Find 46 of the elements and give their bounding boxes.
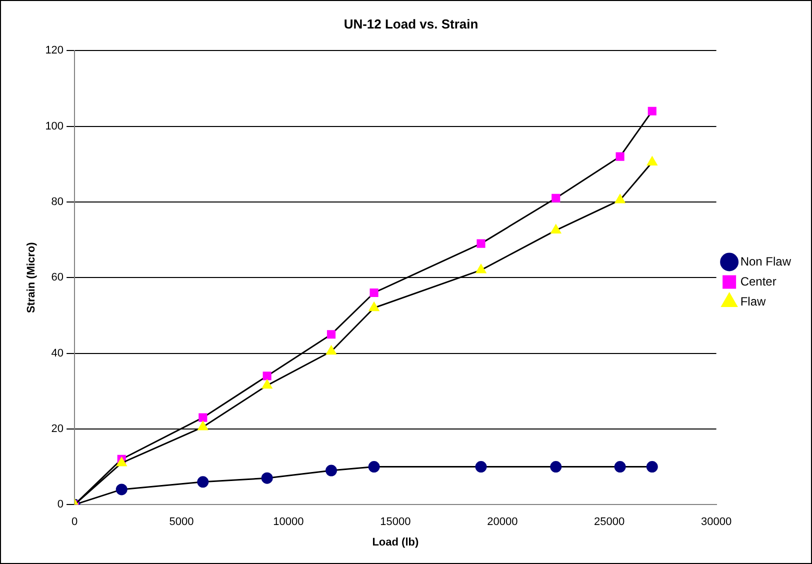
point	[552, 194, 560, 202]
x-tick-label: 10000	[273, 516, 304, 528]
point	[616, 152, 624, 161]
y-tick-label: 20	[51, 422, 64, 435]
point	[368, 461, 380, 473]
point	[550, 461, 562, 473]
x-axis-title: Load (lb)	[372, 536, 419, 548]
x-tick-label: 30000	[701, 516, 732, 528]
legend-label: Non Flaw	[740, 254, 792, 268]
point	[326, 464, 338, 476]
x-tick-label: 0	[71, 516, 78, 528]
y-tick-label: 100	[45, 120, 64, 132]
chart-title: UN-12 Load vs. Strain	[344, 16, 478, 32]
point	[475, 461, 487, 473]
point	[261, 472, 273, 484]
point	[550, 224, 561, 234]
point	[476, 239, 486, 248]
point	[326, 330, 336, 339]
point	[262, 380, 272, 389]
point	[326, 346, 336, 355]
y-tick-label: 0	[57, 498, 64, 511]
point	[646, 461, 658, 473]
point	[116, 457, 127, 466]
x-tick-label: 25000	[594, 516, 625, 528]
point	[368, 302, 380, 312]
point	[476, 264, 486, 274]
x-tick-label: 15000	[380, 516, 411, 528]
point	[198, 421, 208, 430]
point	[116, 484, 128, 496]
x-tick-label: 5000	[169, 516, 194, 528]
y-tick-label: 40	[51, 347, 64, 360]
y-tick-label: 120	[45, 44, 64, 57]
y-tick-label: 80	[51, 196, 64, 208]
point	[614, 194, 626, 204]
legend-label: Center	[740, 274, 776, 288]
point	[198, 413, 208, 422]
point	[262, 372, 272, 380]
point	[647, 156, 658, 166]
x-tick-label: 20000	[487, 516, 518, 528]
y-axis-title: Strain (Micro)	[26, 242, 38, 314]
legend-label: Flaw	[740, 294, 766, 308]
point	[370, 288, 378, 298]
point	[197, 476, 209, 488]
y-tick-label: 60	[51, 272, 64, 284]
point	[614, 461, 626, 473]
point	[648, 106, 656, 116]
